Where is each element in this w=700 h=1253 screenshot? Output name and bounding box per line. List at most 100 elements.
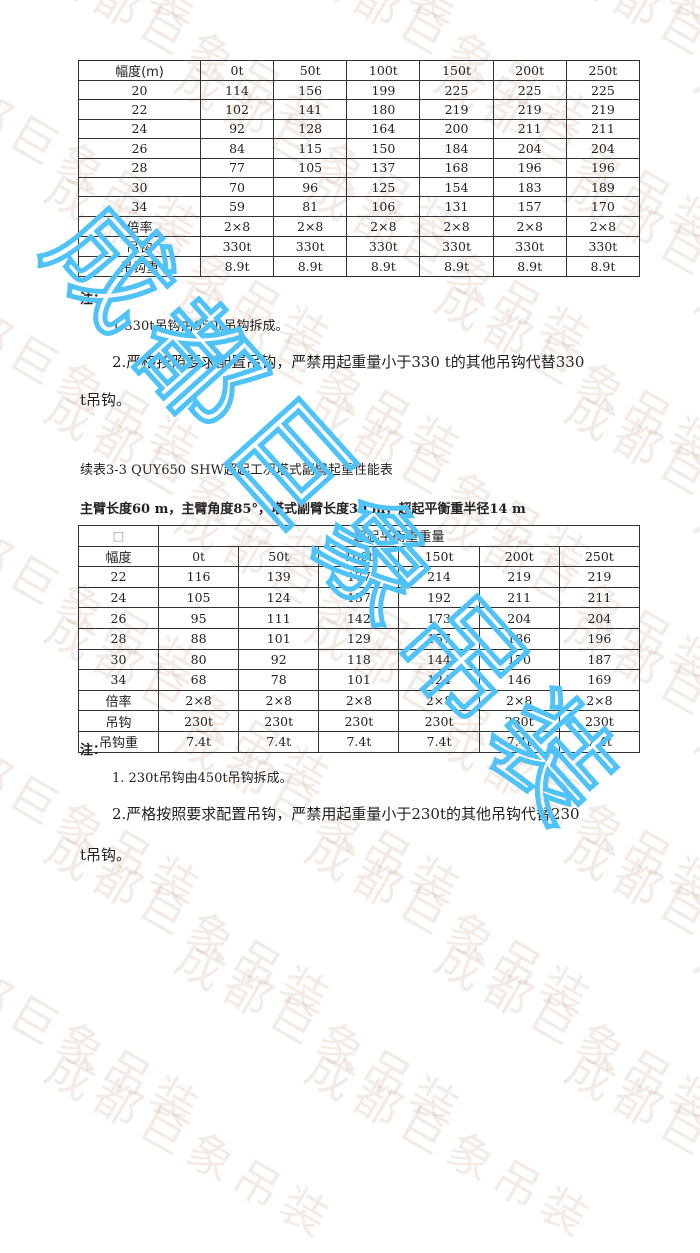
table-cell: 192 (398, 586, 480, 609)
table-cell: 184 (419, 138, 494, 159)
table-cell: 68 (157, 669, 240, 691)
table-cell: 330t (346, 235, 421, 257)
table-cell: 8.9t (492, 255, 567, 277)
table-cell: 105 (157, 586, 240, 609)
table-row: 吊钩重 7.4t 7.4t 7.4t 7.4t 7.4t 7.4t (78, 730, 641, 753)
table-cell: 115 (273, 138, 348, 159)
table-row: 22 102 141 180 219 219 219 (78, 99, 641, 120)
table-cell: 154 (419, 176, 494, 198)
table-row: 22 116 139 177 214 219 219 (78, 566, 641, 588)
notes2-item2-cont: t吊钩。 (80, 846, 132, 864)
notes1-item1: 1.330t吊钩由650t吊钩拆成。 (112, 319, 289, 334)
table-cell: 219 (565, 99, 641, 120)
table-cell: 200t (478, 545, 560, 568)
table-cell: 2×8 (558, 689, 641, 712)
table-cell: 250t (565, 60, 641, 81)
table-cell: 24 (78, 586, 159, 609)
table-cell: 7.4t (478, 730, 560, 753)
table-cell: 100t (346, 60, 421, 81)
table-cell: 164 (346, 118, 421, 140)
table-cell: 0t (199, 60, 275, 81)
table-cell: 187 (558, 648, 641, 671)
table-cell: 92 (199, 118, 275, 140)
notes2-item1: 1. 230t吊钩由450t吊钩拆成。 (112, 771, 293, 786)
table-cell: 131 (419, 196, 494, 217)
table2-caption: 续表3-3 QUY650 SHW超起工况塔式副臂起重性能表 (80, 463, 393, 478)
table-cell: 70 (199, 176, 275, 198)
table-row: 20 114 156 199 225 225 225 (78, 79, 641, 101)
table-row: 26 95 111 142 173 204 204 (78, 607, 641, 629)
table-cell: 330t (419, 235, 494, 257)
table-cell: 吊钩 (78, 235, 201, 257)
table-cell: 204 (565, 138, 641, 159)
table-cell: 20 (78, 79, 201, 101)
table-cell: 330t (565, 235, 641, 257)
table-cell: 7.4t (558, 730, 641, 753)
table-row: 24 105 124 157 192 211 211 (78, 586, 641, 609)
table-cell: 吊钩重 (78, 730, 159, 753)
table-cell: 2×8 (273, 215, 348, 237)
table-cell: 116 (157, 566, 240, 588)
table2-subtitle: 主臂长度60 m，主臂角度85°，塔式副臂长度30 m，超起平衡重半径14 m (80, 502, 526, 517)
table-cell: 230t (238, 710, 320, 732)
table-cell: 189 (565, 176, 641, 198)
table-cell: □ (78, 525, 159, 547)
table-cell: 30 (78, 648, 159, 671)
table-cell: 186 (478, 627, 560, 650)
table-cell: 196 (565, 157, 641, 178)
table-row: 28 88 101 129 157 186 196 (78, 627, 641, 650)
table-cell: 100t (318, 545, 400, 568)
table-cell: 330t (273, 235, 348, 257)
table-cell: 吊钩 (78, 710, 159, 732)
table-cell: 8.9t (199, 255, 275, 277)
table-group-header-row: □ 超起平衡重重量 (78, 525, 640, 547)
table-cell: 8.9t (346, 255, 421, 277)
table-cell: 2×8 (157, 689, 240, 712)
table-cell: 204 (558, 607, 641, 629)
table-cell: 225 (419, 79, 494, 101)
table-cell: 150t (419, 60, 494, 81)
table-cell: 80 (157, 648, 240, 671)
table-cell: 2×8 (318, 689, 400, 712)
table-cell: 219 (558, 566, 641, 588)
table-cell: 22 (78, 99, 201, 120)
table-cell: 211 (492, 118, 567, 140)
table-cell: 59 (199, 196, 275, 217)
table-cell: 26 (78, 138, 201, 159)
table-cell: 111 (238, 607, 320, 629)
table-cell: 77 (199, 157, 275, 178)
table-cell: 150 (346, 138, 421, 159)
table-cell: 170 (478, 648, 560, 671)
table-row: 34 68 78 101 124 146 169 (78, 669, 641, 691)
table-cell: 2×8 (419, 215, 494, 237)
table-cell: 330t (199, 235, 275, 257)
table-cell: 124 (238, 586, 320, 609)
notes2-heading: 注： (80, 743, 107, 758)
table-row: 倍率 2×8 2×8 2×8 2×8 2×8 2×8 (78, 689, 641, 712)
table-cell: 8.9t (273, 255, 348, 277)
table-cell: 7.4t (238, 730, 320, 753)
table-header-row: 幅度 0t 50t 100t 150t 200t 250t (78, 545, 641, 568)
notes1-heading: 注： (80, 292, 107, 307)
table-row: 30 70 96 125 154 183 189 (78, 176, 641, 198)
load-table-2: □ 超起平衡重重量 幅度 0t 50t 100t 150t 200t 250t 22 116 139 1… (78, 525, 641, 753)
table-cell: 157 (492, 196, 567, 217)
table-row: 30 80 92 118 144 170 187 (78, 648, 641, 671)
table-cell: 177 (318, 566, 400, 588)
table-cell: 2×8 (492, 215, 567, 237)
table-cell: 142 (318, 607, 400, 629)
table-cell: 230t (318, 710, 400, 732)
table-cell: 2×8 (565, 215, 641, 237)
table-cell: 211 (558, 586, 641, 609)
table-cell: 102 (199, 99, 275, 120)
table-cell: 199 (346, 79, 421, 101)
table-cell: 169 (558, 669, 641, 691)
table-cell: 125 (346, 176, 421, 198)
table-cell: 225 (565, 79, 641, 101)
notes2-item2: 2.严格按照要求配置吊钩，严禁用起重量小于230t的其他吊钩代替230 (112, 805, 580, 823)
table-cell: 137 (346, 157, 421, 178)
table-row: 34 59 81 106 131 157 170 (78, 196, 641, 217)
table-cell: 168 (419, 157, 494, 178)
table-cell: 2×8 (346, 215, 421, 237)
table-cell: 0t (157, 545, 240, 568)
